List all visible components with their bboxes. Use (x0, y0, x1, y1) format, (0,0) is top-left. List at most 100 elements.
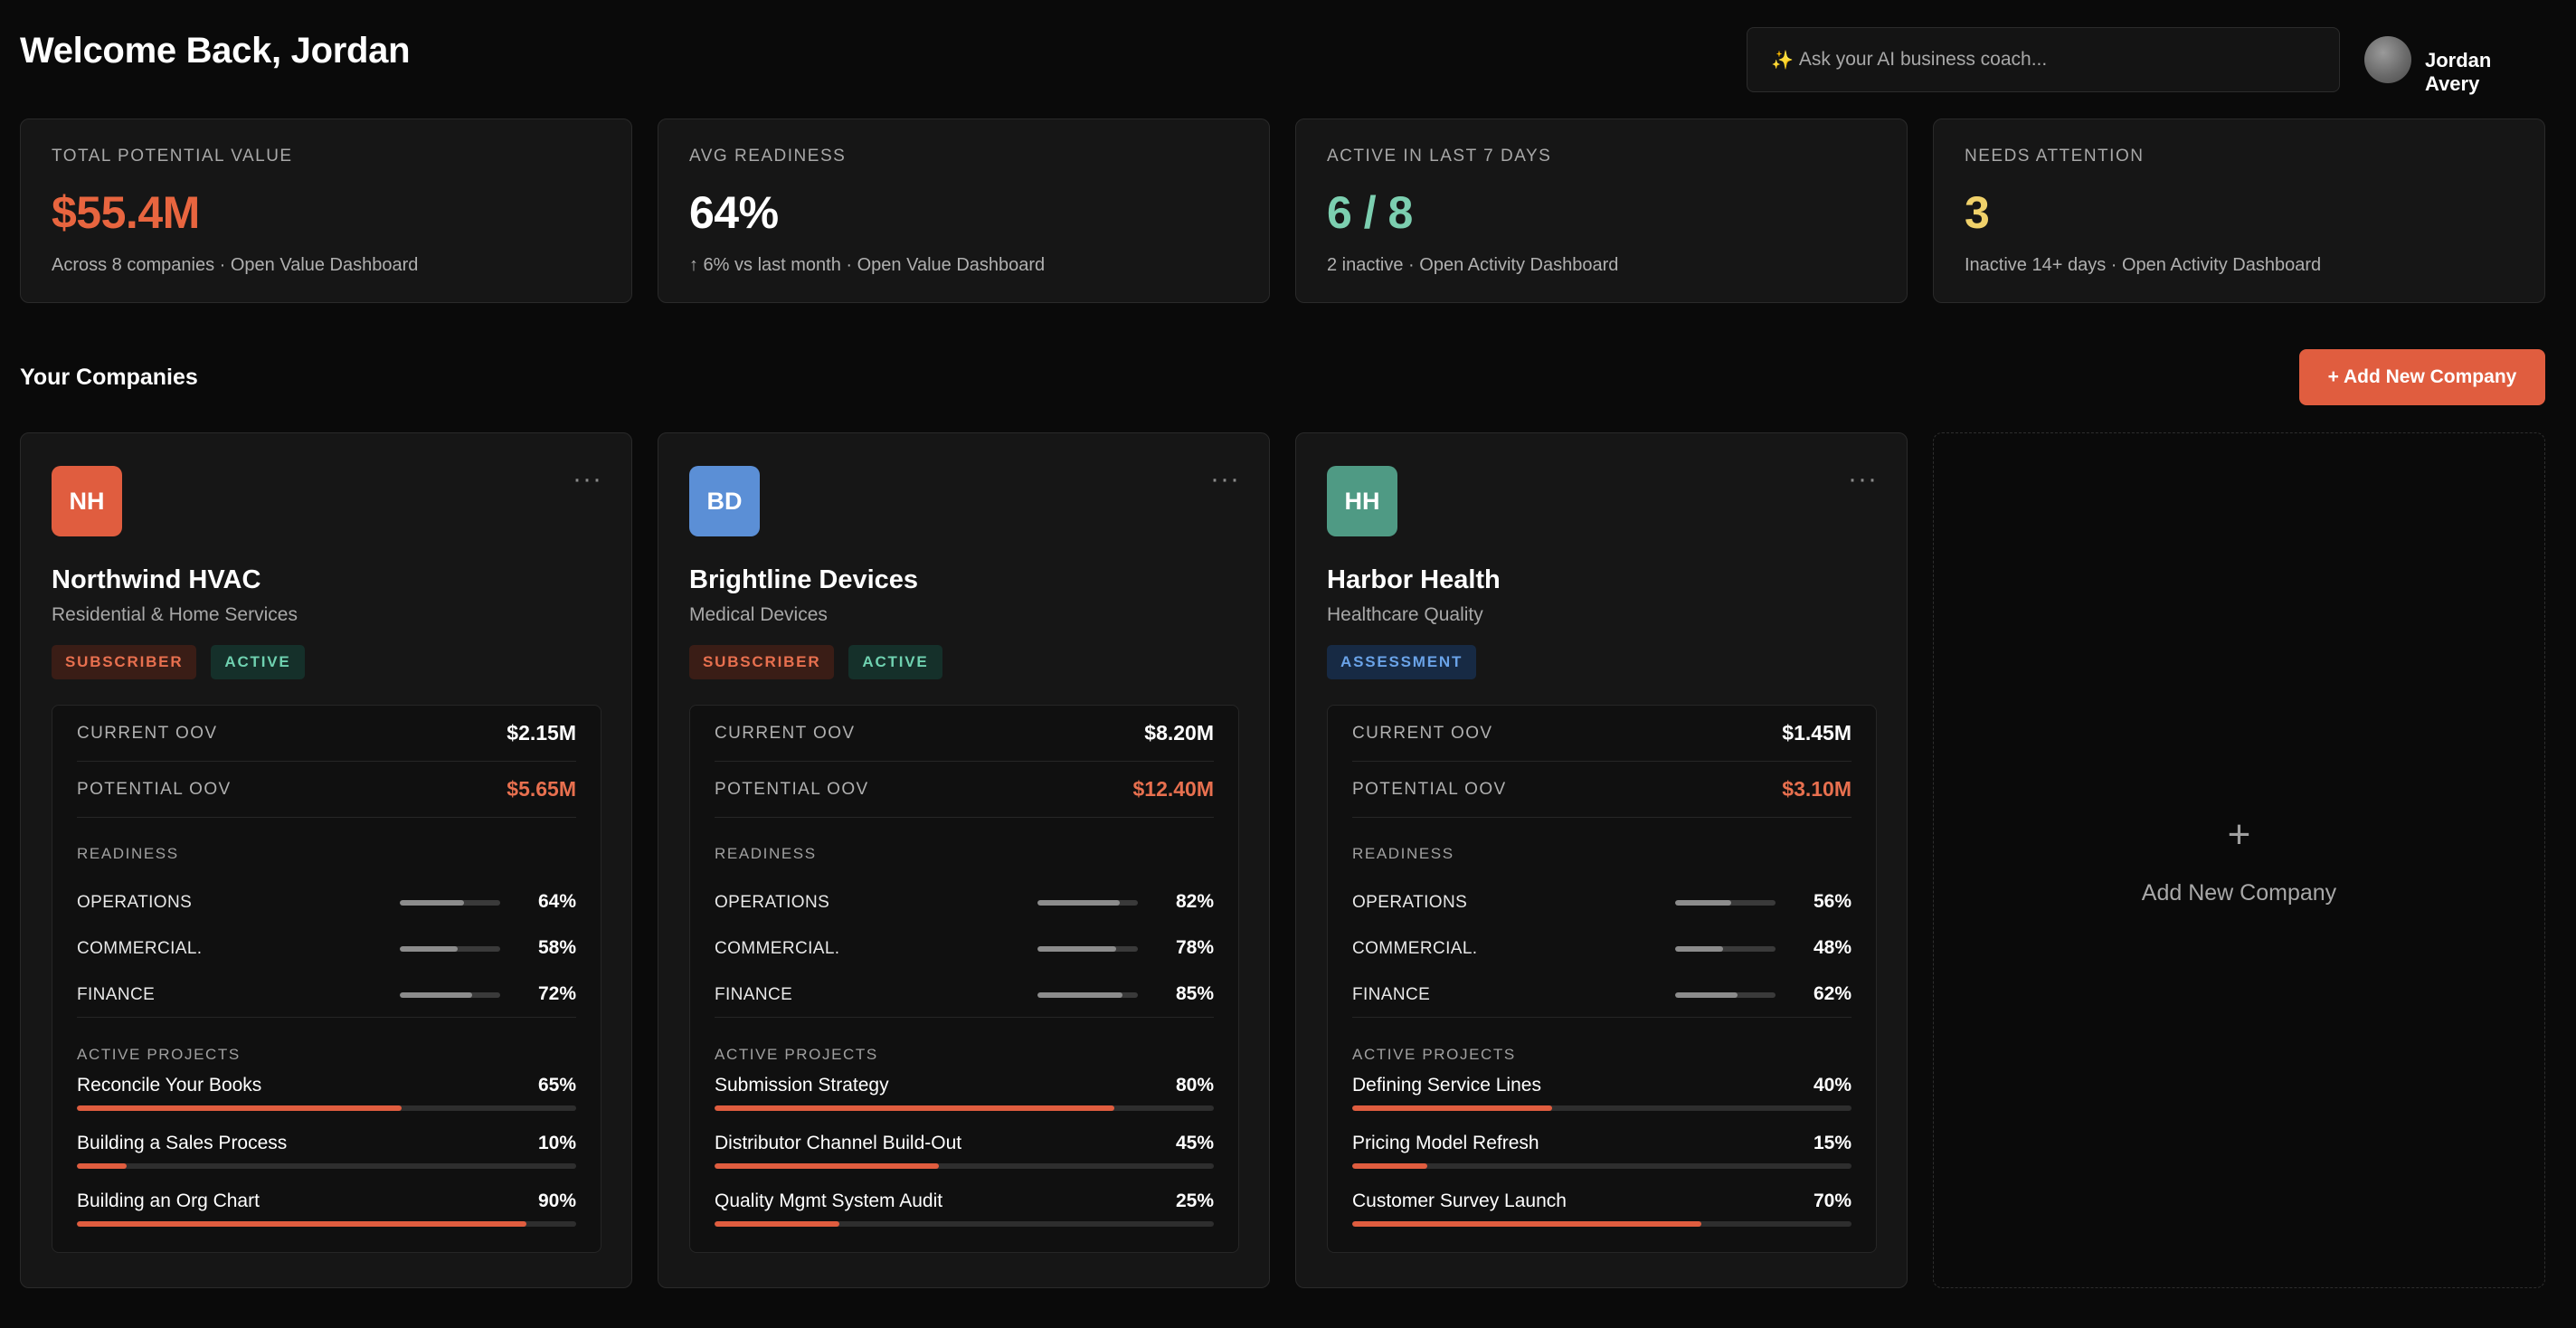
project-row[interactable]: Reconcile Your Books 65% (77, 1075, 576, 1116)
current-oov-row: CURRENT OOV $1.45M (1352, 706, 1852, 761)
current-oov-value: $8.20M (1144, 721, 1214, 745)
project-progress-fill (77, 1105, 402, 1111)
kpi-card-total-potential-value[interactable]: TOTAL POTENTIAL VALUE $55.4M Across 8 co… (20, 119, 632, 303)
status-badge: SUBSCRIBER (689, 645, 835, 679)
readiness-value: 64% (537, 891, 576, 912)
project-progress-fill (77, 1221, 526, 1227)
project-name: Building an Org Chart (77, 1190, 260, 1211)
readiness-label: COMMERCIAL. (715, 939, 840, 958)
readiness-bar-fill (1037, 992, 1123, 998)
project-progress-bar (77, 1163, 576, 1169)
readiness-row: COMMERCIAL. 78% (715, 934, 1214, 962)
readiness-value: 82% (1175, 891, 1214, 912)
project-row[interactable]: Distributor Channel Build-Out 45% (715, 1133, 1214, 1174)
active-projects-heading: ACTIVE PROJECTS (1352, 1046, 1516, 1063)
project-row[interactable]: Pricing Model Refresh 15% (1352, 1133, 1852, 1174)
readiness-value: 78% (1175, 937, 1214, 958)
readiness-bar-fill (1675, 900, 1732, 906)
header: Welcome Back, Jordan ✨ Ask your AI busin… (20, 27, 2545, 95)
kpi-value: $55.4M (52, 187, 200, 238)
kpi-label: TOTAL POTENTIAL VALUE (52, 147, 293, 166)
company-card[interactable]: BD ··· Brightline Devices Medical Device… (658, 432, 1270, 1288)
readiness-row: OPERATIONS 64% (77, 888, 576, 915)
kpi-label: ACTIVE IN LAST 7 DAYS (1327, 147, 1552, 166)
project-row[interactable]: Quality Mgmt System Audit 25% (715, 1190, 1214, 1232)
more-options-icon[interactable]: ··· (573, 464, 602, 494)
status-badge: ACTIVE (211, 645, 305, 679)
readiness-value: 62% (1813, 983, 1852, 1004)
current-oov-label: CURRENT OOV (715, 723, 856, 743)
readiness-bar (1037, 946, 1138, 952)
project-progress-fill (715, 1163, 940, 1169)
company-name: Northwind HVAC (52, 565, 261, 594)
project-name: Pricing Model Refresh (1352, 1133, 1539, 1153)
kpi-card-active-last-7-days[interactable]: ACTIVE IN LAST 7 DAYS 6 / 8 2 inactive ·… (1295, 119, 1908, 303)
add-new-company-button[interactable]: + Add New Company (2299, 349, 2545, 405)
company-metrics-panel: CURRENT OOV $1.45M POTENTIAL OOV $3.10M … (1327, 705, 1877, 1253)
company-name: Harbor Health (1327, 565, 1501, 594)
readiness-bar (1037, 992, 1138, 998)
readiness-label: COMMERCIAL. (1352, 939, 1478, 958)
project-name: Submission Strategy (715, 1075, 889, 1096)
project-row[interactable]: Customer Survey Launch 70% (1352, 1190, 1852, 1232)
company-logo: BD (689, 466, 760, 536)
project-progress-fill (715, 1221, 839, 1227)
project-progress-bar (715, 1221, 1214, 1227)
more-options-icon[interactable]: ··· (1210, 464, 1240, 494)
project-progress-bar (715, 1105, 1214, 1111)
add-new-company-card[interactable]: + Add New Company (1933, 432, 2545, 1288)
project-name: Quality Mgmt System Audit (715, 1190, 943, 1211)
ai-coach-search-input[interactable]: ✨ Ask your AI business coach... (1747, 27, 2340, 92)
project-name: Distributor Channel Build-Out (715, 1133, 962, 1153)
company-industry: Medical Devices (689, 604, 828, 625)
avatar[interactable] (2364, 36, 2411, 83)
add-new-company-label: Add New Company (2141, 880, 2337, 906)
kpi-card-avg-readiness[interactable]: AVG READINESS 64% ↑ 6% vs last month · O… (658, 119, 1270, 303)
project-progress-fill (1352, 1105, 1552, 1111)
company-card[interactable]: HH ··· Harbor Health Healthcare Quality … (1295, 432, 1908, 1288)
company-metrics-panel: CURRENT OOV $2.15M POTENTIAL OOV $5.65M … (52, 705, 601, 1253)
current-oov-value: $2.15M (507, 721, 576, 745)
company-card[interactable]: NH ··· Northwind HVAC Residential & Home… (20, 432, 632, 1288)
kpi-subtext: Across 8 companies · Open Value Dashboar… (52, 255, 419, 275)
readiness-row: OPERATIONS 82% (715, 888, 1214, 915)
divider (715, 761, 1214, 762)
project-row[interactable]: Building a Sales Process 10% (77, 1133, 576, 1174)
project-progress-value: 25% (1175, 1190, 1214, 1211)
project-progress-value: 10% (537, 1133, 576, 1153)
project-progress-fill (1352, 1221, 1702, 1227)
readiness-heading: READINESS (1352, 845, 1454, 862)
project-name: Reconcile Your Books (77, 1075, 262, 1096)
badge-group: SUBSCRIBER ACTIVE (689, 645, 942, 679)
readiness-bar-fill (400, 900, 465, 906)
project-progress-value: 45% (1175, 1133, 1214, 1153)
kpi-card-needs-attention[interactable]: NEEDS ATTENTION 3 Inactive 14+ days · Op… (1933, 119, 2545, 303)
project-progress-fill (1352, 1163, 1427, 1169)
potential-oov-value: $12.40M (1132, 777, 1214, 801)
project-row[interactable]: Building an Org Chart 90% (77, 1190, 576, 1232)
user-name[interactable]: Jordan Avery (2425, 49, 2492, 95)
project-progress-fill (715, 1105, 1114, 1111)
project-progress-bar (1352, 1163, 1852, 1169)
kpi-row: TOTAL POTENTIAL VALUE $55.4M Across 8 co… (20, 119, 2545, 303)
more-options-icon[interactable]: ··· (1848, 464, 1878, 494)
readiness-row: FINANCE 85% (715, 981, 1214, 1008)
active-projects-heading: ACTIVE PROJECTS (715, 1046, 878, 1063)
project-row[interactable]: Submission Strategy 80% (715, 1075, 1214, 1116)
badge-group: SUBSCRIBER ACTIVE (52, 645, 305, 679)
readiness-bar (400, 992, 500, 998)
company-name: Brightline Devices (689, 565, 919, 594)
company-industry: Residential & Home Services (52, 604, 298, 625)
plus-icon: + (2227, 812, 2251, 857)
readiness-label: FINANCE (77, 985, 156, 1004)
project-progress-fill (77, 1163, 128, 1169)
readiness-bar-fill (1037, 900, 1121, 906)
project-row[interactable]: Defining Service Lines 40% (1352, 1075, 1852, 1116)
divider (1352, 817, 1852, 818)
current-oov-row: CURRENT OOV $8.20M (715, 706, 1214, 761)
kpi-subtext: ↑ 6% vs last month · Open Value Dashboar… (689, 255, 1046, 275)
divider (77, 761, 576, 762)
potential-oov-label: POTENTIAL OOV (77, 779, 232, 799)
potential-oov-label: POTENTIAL OOV (1352, 779, 1507, 799)
potential-oov-row: POTENTIAL OOV $5.65M (77, 762, 576, 817)
